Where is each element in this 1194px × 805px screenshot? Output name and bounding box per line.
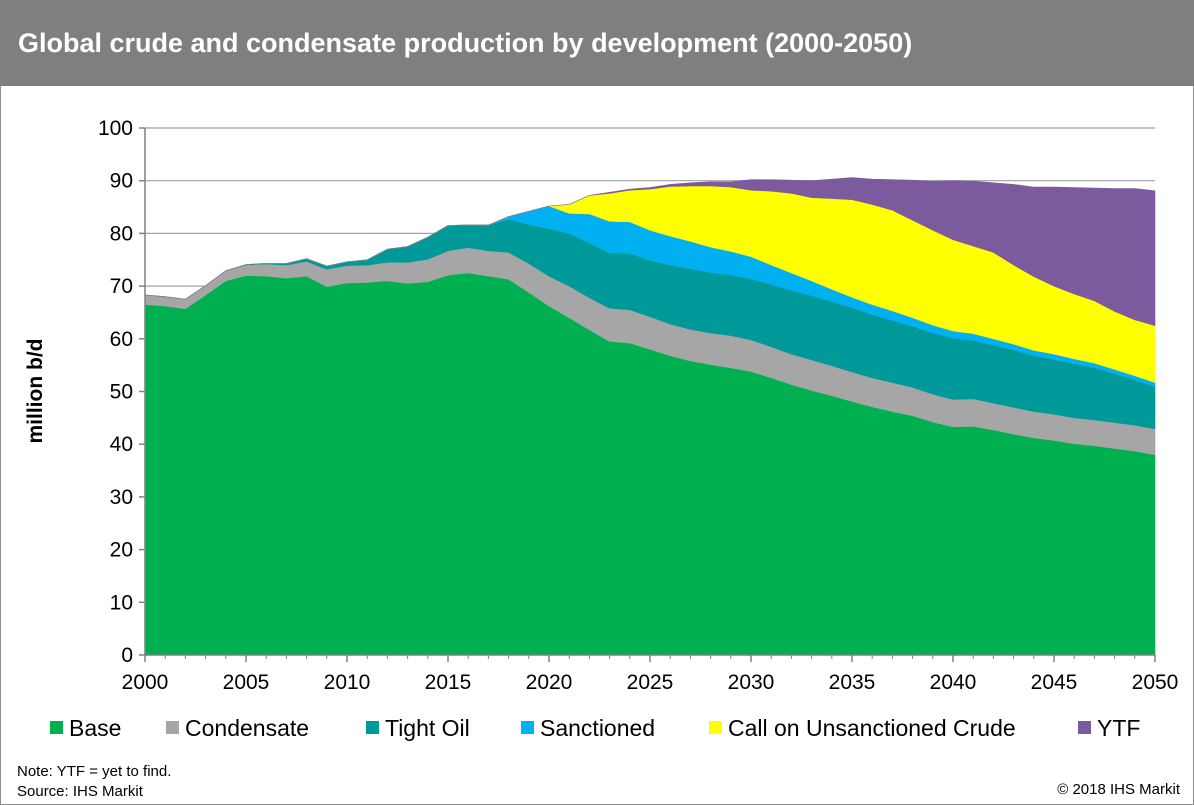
x-tick-label-2005: 2005 [223, 671, 270, 694]
legend-label-ytf: YTF [1097, 715, 1140, 741]
x-tick-labels: 2000 2005 2010 2015 2020 2025 2030 2035 2040 2045… [122, 671, 1179, 694]
legend-swatch-base [50, 721, 63, 734]
area-ytf [144, 177, 1156, 327]
legend-label-condensate: Condensate [185, 715, 309, 741]
x-tick-label-2025: 2025 [627, 671, 674, 694]
legend-label-tight-oil: Tight Oil [385, 715, 470, 741]
legend-swatch-ytf [1078, 721, 1091, 734]
legend-swatch-call-on-unsanctioned-crude [709, 721, 722, 734]
y-tick-label-40: 40 [110, 433, 133, 456]
y-tick-label-90: 90 [110, 170, 133, 193]
legend-label-sanctioned: Sanctioned [540, 715, 655, 741]
y-tick-label-100: 100 [98, 117, 133, 140]
y-tick-label-80: 80 [110, 222, 133, 245]
y-tick-label-0: 0 [121, 644, 133, 667]
legend-swatch-sanctioned [521, 721, 534, 734]
y-axis-label: million b/d [24, 339, 47, 444]
axes [139, 127, 1156, 662]
x-tick-label-2035: 2035 [829, 671, 876, 694]
note-text: Note: YTF = yet to find. [17, 763, 172, 780]
legend-swatch-tight-oil [366, 721, 379, 734]
frame-left-border [0, 86, 1, 805]
y-tick-label-30: 30 [110, 486, 133, 509]
footnote: Note: YTF = yet to find. Source: IHS Mar… [17, 762, 171, 802]
x-tick-label-2045: 2045 [1031, 671, 1078, 694]
legend-label-base: Base [69, 715, 121, 741]
x-tick-label-2050: 2050 [1132, 671, 1179, 694]
chart-header: Global crude and condensate production b… [0, 0, 1194, 86]
legend: Base Condensate Tight Oil Sanctioned Call on… [50, 715, 1140, 741]
chart-title: Global crude and condensate production b… [18, 28, 913, 58]
source-text: Source: IHS Markit [17, 783, 143, 800]
y-tick-label-50: 50 [110, 381, 133, 404]
y-tick-label-60: 60 [110, 328, 133, 351]
legend-swatch-condensate [166, 721, 179, 734]
y-tick-label-20: 20 [110, 539, 133, 562]
y-tick-label-10: 10 [110, 591, 133, 614]
copyright-text: © 2018 IHS Markit [1057, 781, 1180, 798]
x-tick-label-2015: 2015 [425, 671, 472, 694]
x-tick-label-2000: 2000 [122, 671, 169, 694]
x-tick-label-2020: 2020 [526, 671, 573, 694]
y-tick-labels: 0 10 20 30 40 50 60 70 80 90 100 [98, 117, 133, 667]
x-tick-label-2010: 2010 [324, 671, 371, 694]
y-tick-label-70: 70 [110, 275, 133, 298]
area-layers [144, 177, 1156, 656]
legend-label-call-on-unsanctioned-crude: Call on Unsanctioned Crude [728, 715, 1016, 741]
x-tick-label-2040: 2040 [930, 671, 977, 694]
x-tick-label-2030: 2030 [728, 671, 775, 694]
